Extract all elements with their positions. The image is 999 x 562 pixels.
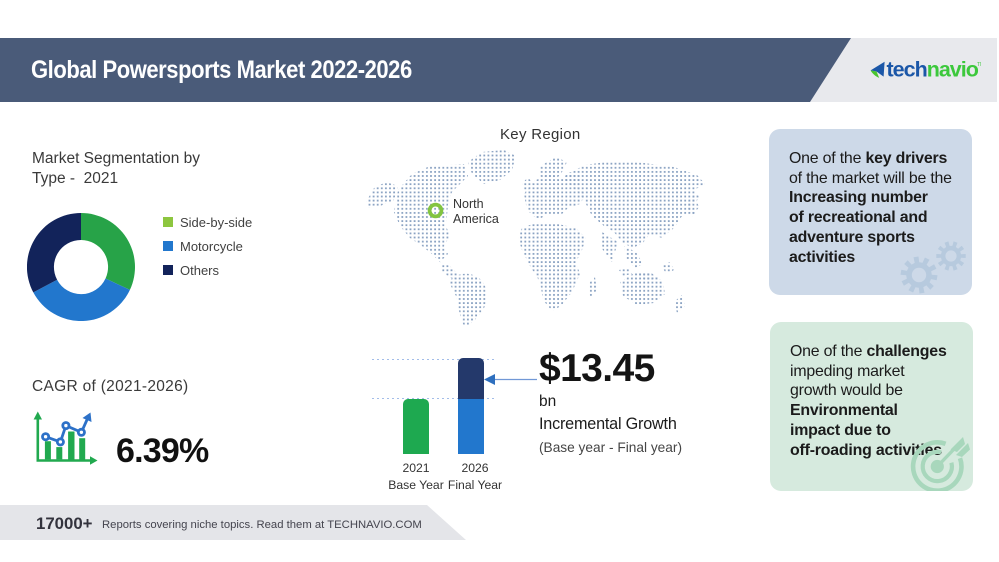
svg-text:TM: TM (977, 62, 981, 68)
svg-text:technavio: technavio (887, 58, 979, 80)
